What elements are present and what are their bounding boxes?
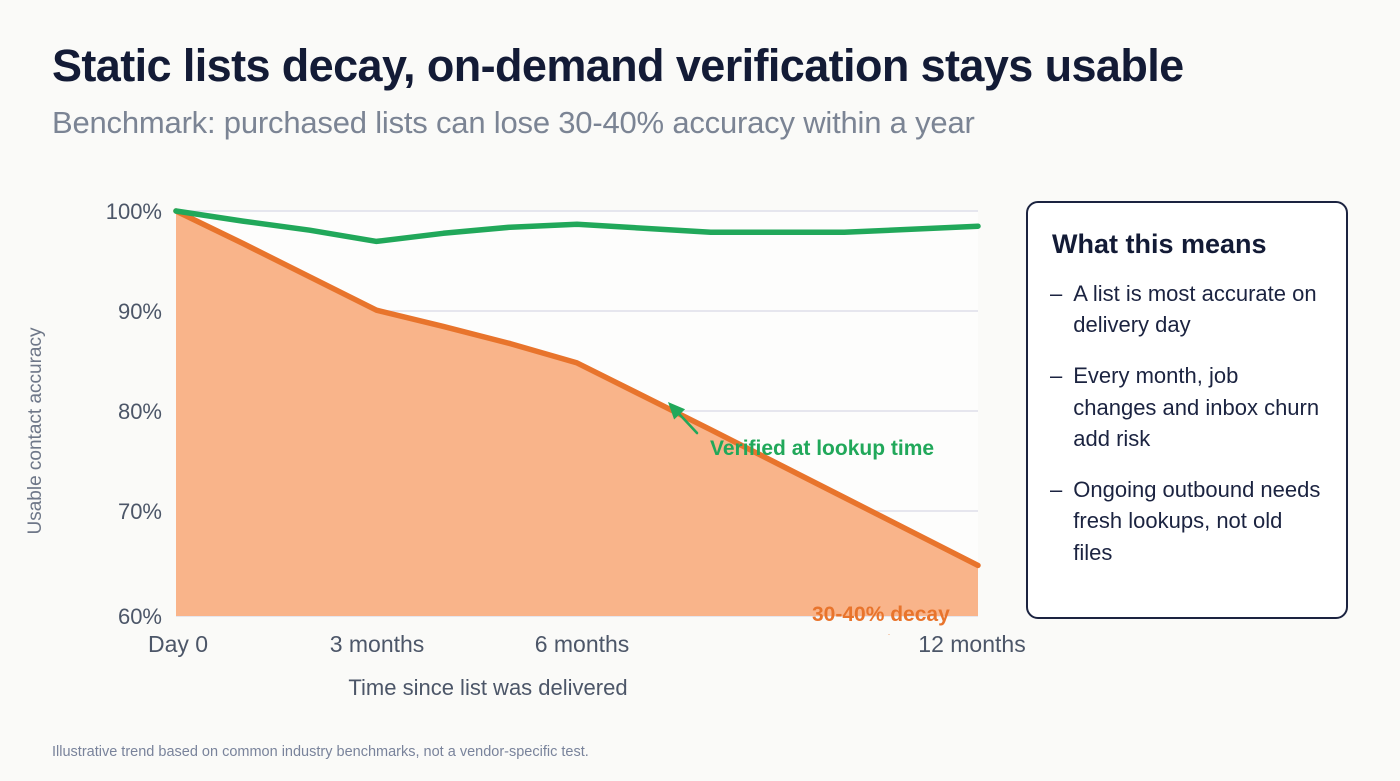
annotation-label-decay: 30-40% decay [812,603,950,626]
chart-plot-area [173,208,981,635]
panel-list-item: – Every month, job changes and inbox chu… [1050,360,1324,454]
y-tick-0: 100% [105,199,162,224]
x-axis-title: Time since list was delivered [348,675,628,700]
panel-list-item: – Ongoing outbound needs fresh lookups, … [1050,474,1324,568]
series-line-verified [173,208,981,245]
page-subtitle: Benchmark: purchased lists can lose 30-4… [52,105,975,140]
page-title: Static lists decay, on-demand verificati… [52,40,1184,91]
chart-container: Usable contact accuracy 100% 90% 80% 70%… [0,165,1026,725]
dash-bullet-icon: – [1050,281,1063,306]
annotation-label-verified: Verified at lookup time [710,437,935,460]
panel-title: What this means [1052,229,1267,259]
x-tick-2: 6 months [534,631,630,657]
dash-bullet-icon: – [1050,477,1063,503]
y-tick-1: 90% [117,299,162,324]
x-tick-1: 3 months [329,631,425,657]
footnote: Illustrative trend based on common indus… [52,744,589,760]
panel-list-item: – A list is most accurate on delivery da… [1050,278,1324,340]
y-tick-3: 70% [117,499,162,524]
panel-item-text: Ongoing outbound needs fresh lookups, no… [1073,477,1321,565]
panel-item-text: Every month, job changes and inbox churn… [1073,363,1320,451]
annotation-arrow-verified [668,402,699,435]
what-this-means-panel: What this means – A list is most accurat… [1026,201,1348,619]
y-tick-2: 80% [117,399,162,424]
y-tick-4: 60% [117,604,162,629]
dash-bullet-icon: – [1050,363,1063,389]
x-tick-0: Day 0 [147,631,209,657]
x-tick-3: 12 months [918,631,1026,657]
panel-item-text: A list is most accurate on delivery day [1073,281,1317,338]
series-line-purchased-list [173,208,981,569]
